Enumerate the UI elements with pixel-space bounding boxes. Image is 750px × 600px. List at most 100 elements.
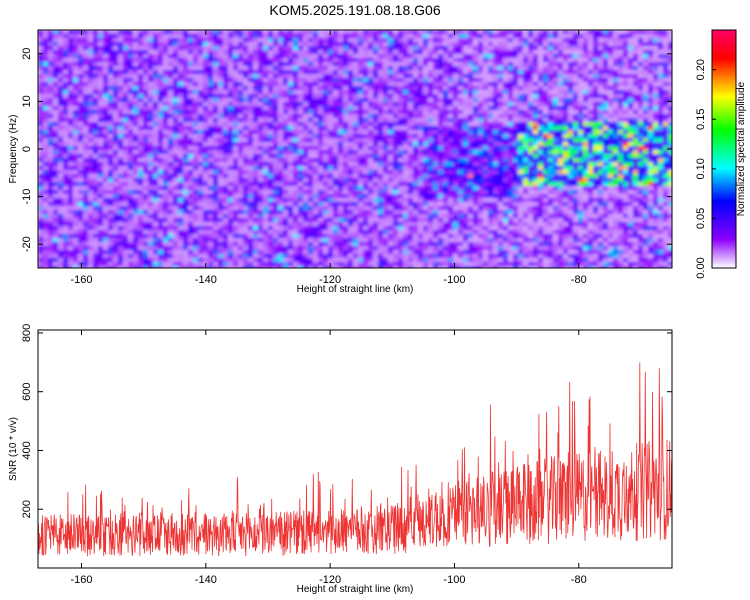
heatmap-cell xyxy=(403,126,409,131)
heatmap-cell xyxy=(478,166,484,171)
heatmap-cell xyxy=(258,70,264,75)
heatmap-cell xyxy=(608,94,614,99)
heatmap-cell xyxy=(213,150,219,155)
heatmap-cell xyxy=(343,146,349,151)
heatmap-cell xyxy=(388,38,394,43)
heatmap-cell xyxy=(163,182,169,187)
heatmap-cell xyxy=(278,66,284,71)
heatmap-cell xyxy=(433,154,439,159)
heatmap-cell xyxy=(343,166,349,171)
heatmap-cell xyxy=(508,102,514,107)
heatmap-cell xyxy=(518,42,524,47)
heatmap-cell xyxy=(498,134,504,139)
heatmap-cell xyxy=(498,174,504,179)
heatmap-cell xyxy=(408,118,414,123)
heatmap-cell xyxy=(223,62,229,67)
heatmap-cell xyxy=(648,174,654,179)
heatmap-cell xyxy=(323,174,329,179)
heatmap-cell xyxy=(623,162,629,167)
heatmap-cell xyxy=(523,106,529,111)
heatmap-cell xyxy=(583,50,589,55)
heatmap-cell xyxy=(633,138,639,143)
heatmap-cell xyxy=(213,94,219,99)
heatmap-cell xyxy=(248,170,254,175)
heatmap-cell xyxy=(473,86,479,91)
heatmap-cell xyxy=(53,94,59,99)
heatmap-cell xyxy=(93,30,99,35)
heatmap-cell xyxy=(653,130,659,135)
heatmap-cell xyxy=(73,82,79,87)
heatmap-cell xyxy=(163,166,169,171)
heatmap-cell xyxy=(638,46,644,51)
heatmap-cell xyxy=(133,54,139,59)
heatmap-cell xyxy=(193,158,199,163)
heatmap-cell xyxy=(573,118,579,123)
heatmap-cell xyxy=(623,90,629,95)
heatmap-cell xyxy=(193,78,199,83)
heatmap-cell xyxy=(218,42,224,47)
heatmap-cell xyxy=(408,70,414,75)
heatmap-cell xyxy=(238,182,244,187)
heatmap-cell xyxy=(513,42,519,47)
heatmap-cell xyxy=(408,78,414,83)
heatmap-cell xyxy=(568,94,574,99)
heatmap-cell xyxy=(158,70,164,75)
heatmap-cell xyxy=(623,70,629,75)
heatmap-cell xyxy=(58,142,64,147)
heatmap-cell xyxy=(278,134,284,139)
heatmap-cell xyxy=(538,170,544,175)
heatmap-cell xyxy=(323,38,329,43)
heatmap-cell xyxy=(538,74,544,79)
heatmap-cell xyxy=(473,94,479,99)
heatmap-cell xyxy=(188,170,194,175)
heatmap-cell xyxy=(293,146,299,151)
heatmap-cell xyxy=(303,74,309,79)
heatmap-cell xyxy=(503,54,509,59)
heatmap-cell xyxy=(183,118,189,123)
heatmap-cell xyxy=(298,154,304,159)
heatmap-cell xyxy=(158,66,164,71)
heatmap-cell xyxy=(333,70,339,75)
heatmap-cell xyxy=(113,66,119,71)
heatmap-cell xyxy=(308,110,314,115)
heatmap-cell xyxy=(603,130,609,135)
heatmap-cell xyxy=(633,30,639,35)
heatmap-cell xyxy=(263,150,269,155)
heatmap-cell xyxy=(78,166,84,171)
heatmap-cell xyxy=(248,102,254,107)
heatmap-cell xyxy=(118,142,124,147)
heatmap-cell xyxy=(183,122,189,127)
heatmap-cell xyxy=(488,170,494,175)
heatmap-cell xyxy=(318,134,324,139)
heatmap-cell xyxy=(483,146,489,151)
heatmap-cell xyxy=(193,110,199,115)
heatmap-cell xyxy=(43,166,49,171)
heatmap-cell xyxy=(128,78,134,83)
heatmap-cell xyxy=(268,106,274,111)
heatmap-cell xyxy=(348,66,354,71)
heatmap-cell xyxy=(158,110,164,115)
heatmap-cell xyxy=(483,78,489,83)
heatmap-cell xyxy=(608,98,614,103)
heatmap-cell xyxy=(633,182,639,187)
heatmap-cell xyxy=(323,34,329,39)
heatmap-cell xyxy=(228,42,234,47)
heatmap-cell xyxy=(338,50,344,55)
heatmap-cell xyxy=(663,46,669,51)
heatmap-cell xyxy=(553,166,559,171)
heatmap-cell xyxy=(243,86,249,91)
heatmap-cell xyxy=(283,94,289,99)
heatmap-cell xyxy=(388,114,394,119)
heatmap-cell xyxy=(38,154,44,159)
heatmap-cell xyxy=(373,174,379,179)
heatmap-cell xyxy=(628,154,634,159)
heatmap-cell xyxy=(618,42,624,47)
heatmap-cell xyxy=(188,94,194,99)
heatmap-cell xyxy=(473,138,479,143)
heatmap-cell xyxy=(378,158,384,163)
heatmap-cell xyxy=(328,130,334,135)
heatmap-cell xyxy=(243,166,249,171)
heatmap-cell xyxy=(518,102,524,107)
heatmap-cell xyxy=(243,118,249,123)
heatmap-cell xyxy=(328,158,334,163)
